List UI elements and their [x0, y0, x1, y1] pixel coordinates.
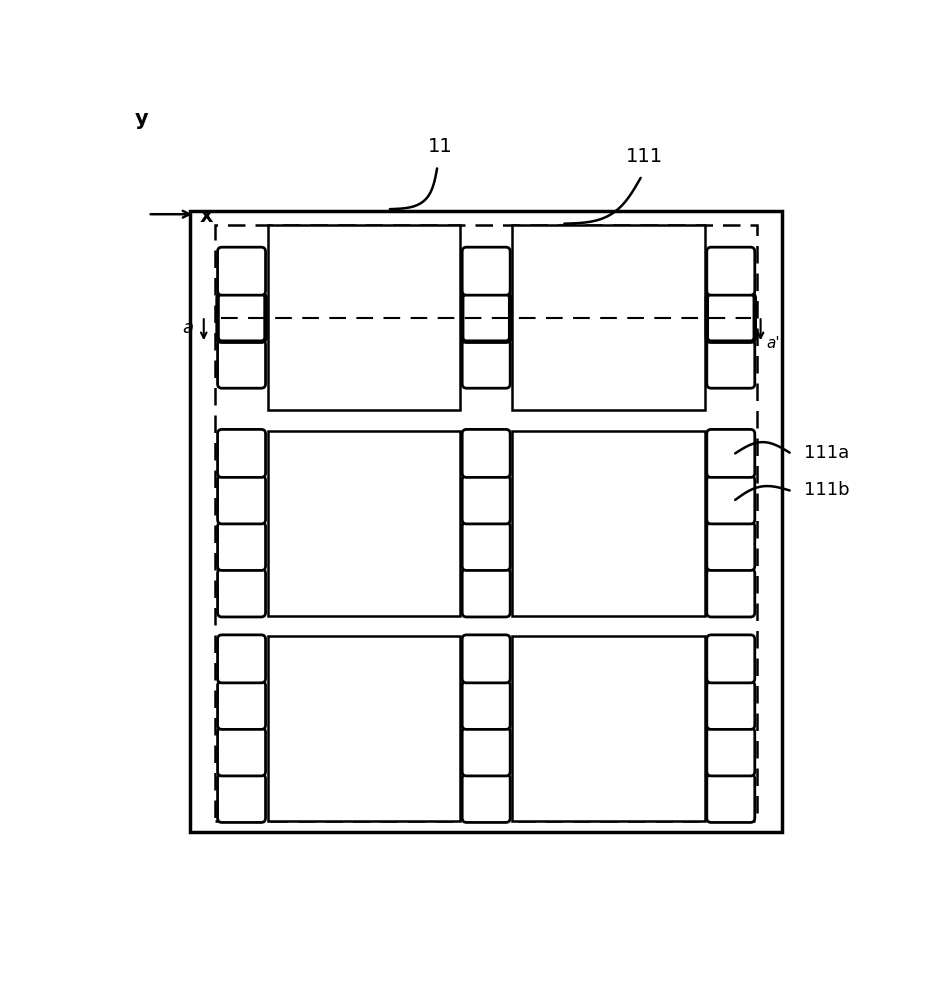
FancyBboxPatch shape: [218, 429, 265, 477]
Text: 111b: 111b: [804, 481, 850, 499]
FancyBboxPatch shape: [707, 681, 755, 729]
FancyBboxPatch shape: [462, 522, 510, 570]
FancyBboxPatch shape: [218, 294, 265, 342]
Text: 111: 111: [626, 147, 663, 166]
Bar: [216, 225, 757, 821]
FancyBboxPatch shape: [462, 429, 510, 477]
FancyBboxPatch shape: [218, 774, 265, 822]
FancyBboxPatch shape: [218, 247, 265, 295]
FancyBboxPatch shape: [462, 247, 510, 295]
Bar: [267, 636, 460, 821]
FancyBboxPatch shape: [462, 340, 510, 388]
FancyBboxPatch shape: [462, 294, 510, 342]
FancyBboxPatch shape: [707, 569, 755, 617]
Bar: [512, 431, 704, 616]
FancyBboxPatch shape: [218, 476, 265, 524]
FancyBboxPatch shape: [707, 774, 755, 822]
Text: 111a: 111a: [804, 444, 850, 462]
FancyBboxPatch shape: [218, 522, 265, 570]
Text: 11: 11: [429, 137, 453, 156]
Text: a': a': [766, 336, 780, 351]
FancyBboxPatch shape: [218, 635, 265, 683]
FancyBboxPatch shape: [462, 635, 510, 683]
FancyBboxPatch shape: [462, 774, 510, 822]
FancyBboxPatch shape: [707, 429, 755, 477]
Bar: [512, 636, 704, 821]
FancyBboxPatch shape: [707, 294, 755, 342]
FancyBboxPatch shape: [707, 728, 755, 776]
FancyBboxPatch shape: [707, 522, 755, 570]
FancyBboxPatch shape: [707, 476, 755, 524]
FancyBboxPatch shape: [462, 681, 510, 729]
FancyBboxPatch shape: [462, 569, 510, 617]
FancyBboxPatch shape: [707, 247, 755, 295]
FancyBboxPatch shape: [462, 728, 510, 776]
FancyBboxPatch shape: [218, 681, 265, 729]
FancyBboxPatch shape: [707, 635, 755, 683]
Bar: [512, 225, 704, 410]
FancyBboxPatch shape: [462, 476, 510, 524]
Text: a: a: [183, 319, 193, 337]
FancyBboxPatch shape: [707, 340, 755, 388]
Bar: [189, 211, 782, 832]
Bar: [267, 431, 460, 616]
FancyBboxPatch shape: [218, 340, 265, 388]
FancyBboxPatch shape: [218, 569, 265, 617]
Text: y: y: [135, 109, 149, 129]
FancyBboxPatch shape: [218, 728, 265, 776]
Bar: [267, 225, 460, 410]
Text: x: x: [200, 206, 214, 226]
